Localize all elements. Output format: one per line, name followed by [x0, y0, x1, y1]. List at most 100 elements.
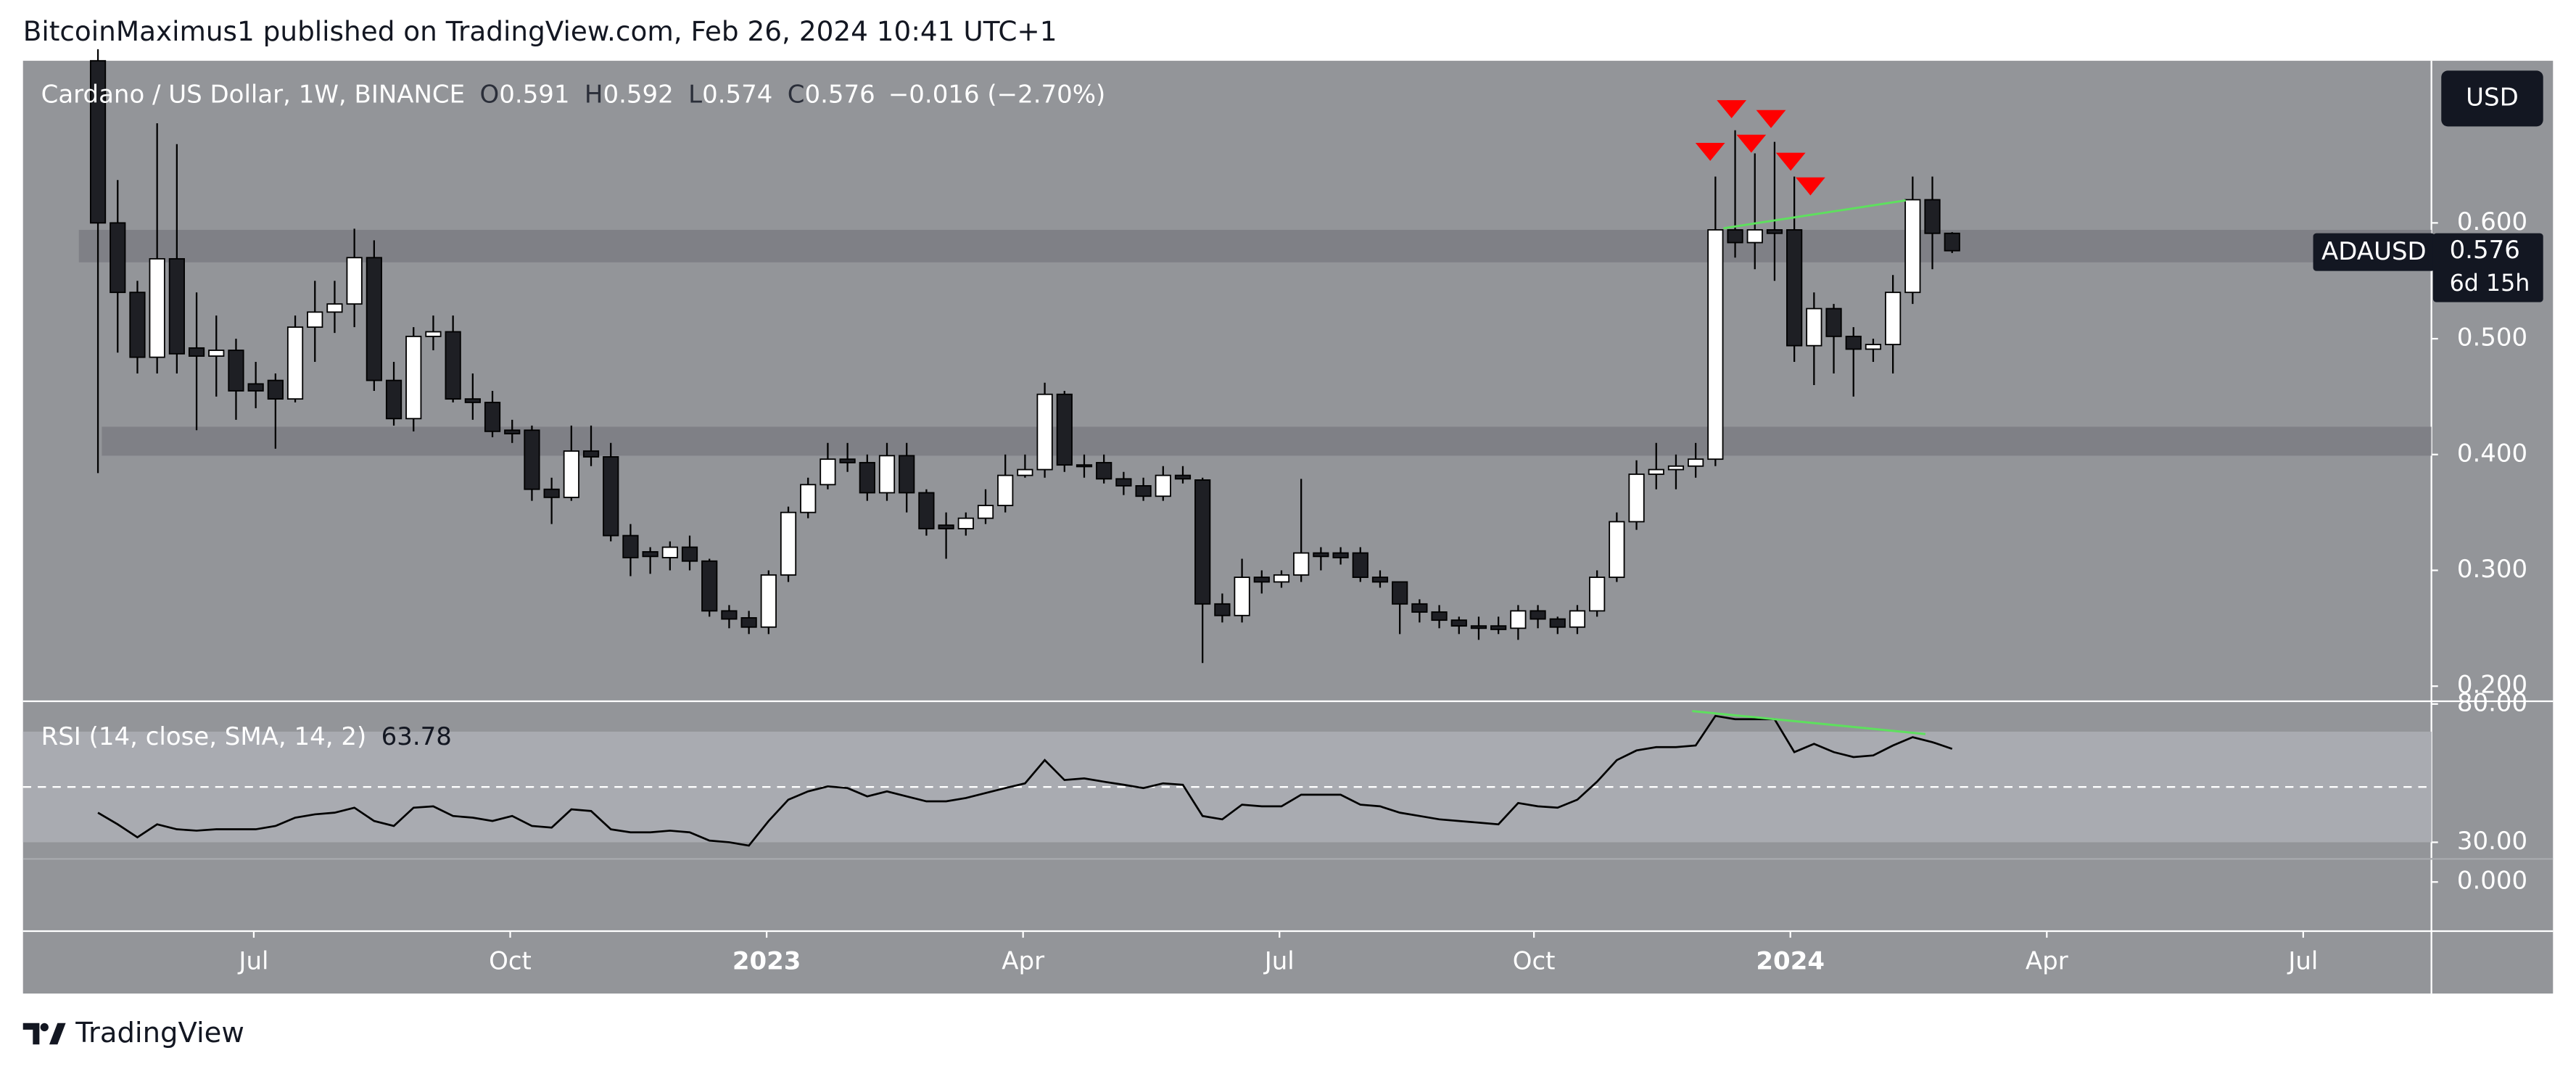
candle-body: [1470, 625, 1487, 629]
candle-body: [1806, 307, 1822, 347]
candle-body: [701, 560, 718, 612]
ohlc-value: 0.592: [603, 80, 673, 109]
red-triangle: [1756, 110, 1786, 128]
candle-body: [168, 257, 185, 355]
x-tick-label: Jul: [1263, 947, 1295, 976]
candle-body: [1727, 229, 1743, 244]
candle-body: [385, 379, 402, 420]
rsi-label: RSI (14, close, SMA, 14, 2): [41, 722, 367, 751]
countdown: 6d 15h: [2450, 270, 2530, 297]
candle-body: [721, 610, 738, 620]
candle-body: [1845, 335, 1862, 350]
candle-body: [603, 456, 619, 537]
candle-body: [1825, 307, 1842, 337]
candle-body: [425, 331, 442, 337]
candle-body: [208, 350, 225, 357]
candle-body: [1944, 232, 1960, 252]
candle-body: [820, 458, 836, 486]
chart-background: [22, 60, 2554, 994]
candle-body: [366, 257, 382, 381]
candle-body: [247, 383, 264, 392]
candle-body: [839, 458, 856, 463]
candle-body: [1589, 577, 1606, 612]
candle-body: [800, 484, 817, 513]
bearish-markers: [1695, 100, 1825, 196]
x-tick-label: 2024: [1756, 947, 1825, 976]
candle-body: [661, 546, 678, 558]
candle-body: [1313, 552, 1329, 558]
symbol-tag-bg: [2313, 233, 2435, 271]
publisher-header: BitcoinMaximus1 published on TradingView…: [23, 15, 1057, 47]
currency-button[interactable]: USD: [2441, 70, 2543, 127]
red-triangle: [1775, 152, 1806, 171]
candle-body: [1904, 199, 1921, 294]
candle-body: [957, 517, 974, 529]
candle-body: [1431, 611, 1448, 621]
brand-name: TradingView: [75, 1017, 244, 1049]
candle-body: [484, 402, 501, 432]
button-label: USD: [2466, 83, 2519, 112]
candle-body: [1450, 619, 1467, 627]
candle-body: [1707, 229, 1724, 460]
candle-body: [997, 474, 1014, 506]
y-tick-label: 0.600: [2457, 207, 2527, 236]
candle-body: [1688, 458, 1704, 467]
candle-body: [938, 524, 954, 529]
candle-body: [504, 429, 521, 434]
candle-body: [1885, 292, 1902, 345]
candle-body: [89, 59, 107, 224]
ohlc-letter: L: [688, 80, 702, 109]
candle-body: [149, 257, 165, 358]
symbol-tag: ADAUSD: [2321, 237, 2427, 266]
x-tick-label: Jul: [2287, 947, 2318, 976]
candle-body: [129, 292, 146, 358]
candle-body: [582, 450, 600, 458]
ohlc-letter: O: [480, 80, 500, 109]
candle-body: [1096, 462, 1112, 480]
candle-body: [780, 511, 797, 576]
candle-body: [267, 379, 284, 400]
rsi-tick-label: 30.00: [2457, 827, 2527, 856]
candle-body: [1371, 577, 1389, 583]
legend: Cardano / US Dollar, 1W, BINANCE O0.591 H0…: [41, 80, 1106, 109]
y-tick-label: 0.400: [2457, 439, 2527, 468]
candle-body: [1253, 577, 1270, 583]
ohlc-value: 0.576: [804, 80, 875, 109]
red-triangle: [1736, 134, 1767, 153]
candle-body: [1194, 479, 1211, 605]
trend-line: [1723, 199, 1906, 230]
last-price-bg: [2432, 233, 2543, 302]
candle-body: [1667, 465, 1685, 471]
candle-body: [1648, 468, 1664, 475]
brand-logo: TradingView: [22, 1017, 244, 1049]
rsi-line: [97, 714, 1953, 847]
red-triangle: [1795, 177, 1825, 196]
x-tick-label: Apr: [1002, 947, 1044, 976]
candle-body: [1115, 478, 1132, 487]
ohlc-letter: H: [585, 80, 603, 109]
candle-body: [1746, 229, 1763, 244]
candle-body: [1174, 474, 1192, 480]
candle-body: [1628, 474, 1645, 523]
price-zone: [78, 229, 2432, 263]
candle-body: [445, 331, 461, 400]
candle-body: [286, 326, 304, 400]
lower-tick-label: 0.000: [2457, 867, 2527, 896]
divergence-line: [1692, 710, 1926, 735]
candle-body: [1234, 577, 1250, 616]
candle-body: [977, 505, 994, 519]
candle-body: [681, 546, 698, 562]
candle-body: [228, 350, 244, 392]
candle-body: [1569, 610, 1586, 628]
candle-body: [563, 450, 579, 498]
candle-body: [1530, 610, 1546, 620]
candle-body: [1510, 610, 1527, 629]
candle-body: [326, 303, 343, 313]
candle-body: [1392, 581, 1408, 605]
candle-body: [188, 347, 205, 357]
red-triangle: [1695, 143, 1725, 161]
candle-body: [1036, 393, 1053, 471]
candle-body: [899, 455, 915, 494]
candle-body: [110, 222, 126, 294]
